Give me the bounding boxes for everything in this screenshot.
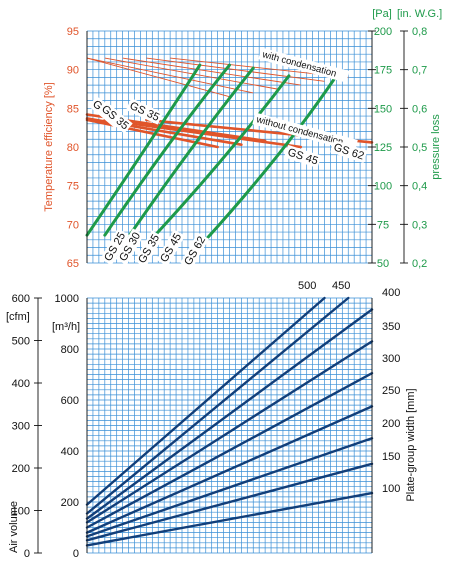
pa-tick: 175: [374, 65, 392, 77]
annotation-with-condensation: with condensation: [260, 49, 337, 80]
pressure-label: GS 62: [182, 234, 208, 267]
series: [85, 57, 374, 547]
efficiency-label-bg: [125, 98, 164, 125]
plate-width-label: Plate-group width [mm]: [405, 388, 417, 501]
condensation-line: [86, 57, 254, 94]
annotation-without-condensation-bg: [252, 112, 358, 152]
pressure-loss-line: [103, 63, 231, 237]
cfm-unit: [cfm]: [6, 311, 30, 323]
m3h-tick: 800: [61, 344, 79, 356]
pressure-loss-line: [85, 63, 202, 237]
inwg-tick: 0,2: [412, 258, 427, 270]
pressure-loss-line: [204, 74, 338, 242]
efficiency-label-bg: [97, 101, 133, 134]
pressure-label-bg: [180, 232, 210, 270]
efficiency-tick: 65: [67, 258, 79, 270]
width-tick: 300: [382, 353, 400, 365]
width-tick: 250: [382, 385, 400, 397]
pa-tick: 200: [374, 26, 392, 38]
width-line: [85, 462, 374, 542]
efficiency-tick: 80: [67, 142, 79, 154]
pa-tick: 50: [377, 258, 389, 270]
inwg-tick: 0,4: [412, 181, 427, 193]
inwg-tick: 0,5: [412, 142, 427, 154]
width-line: [85, 405, 374, 534]
m3h-tick: 0: [73, 548, 79, 560]
condensation-line: [146, 57, 325, 82]
pa-tick: 150: [374, 103, 392, 115]
condensation-line: [122, 57, 301, 86]
inwg-tick: 0,8: [412, 26, 427, 38]
m3h-unit: [m³/h]: [52, 321, 80, 333]
cfm-tick: 0: [24, 548, 30, 560]
width-line: [85, 340, 374, 524]
m3h-tick: 600: [61, 395, 79, 407]
air-volume-label: Air volume: [8, 501, 20, 553]
efficiency-tick: 75: [67, 181, 79, 193]
width-tick: 100: [382, 483, 400, 495]
annotation-with-condensation-bg: [258, 47, 350, 83]
condensation-line: [86, 57, 230, 98]
efficiency-axis-label: Temperature efficiency [%]: [43, 82, 55, 211]
cfm-tick: 500: [12, 336, 30, 348]
width-line: [85, 437, 374, 538]
efficiency-tick: 90: [67, 65, 79, 77]
width-label: 500: [298, 280, 316, 292]
efficiency-label-bg: [284, 144, 322, 169]
efficiency-label-group: GS 45: [284, 144, 322, 169]
width-tick: 400: [382, 287, 400, 299]
axes: 95 90 85 80 75 70 65 200 175 150 125 100 75 50 0,8 0,7 0…: [6, 8, 442, 560]
efficiency-tick: 70: [67, 219, 79, 231]
m3h-tick: 400: [61, 446, 79, 458]
pressure-loss-line: [127, 66, 255, 239]
width-line: [85, 372, 374, 529]
pa-unit: [Pa]: [372, 8, 392, 20]
width-line: [85, 296, 326, 506]
efficiency-label: GS 45: [286, 146, 319, 167]
cfm-tick: 600: [12, 293, 30, 305]
cfm-tick: 300: [12, 421, 30, 433]
cfm-tick: 400: [12, 378, 30, 390]
width-tick: 150: [382, 451, 400, 463]
width-tick: 350: [382, 321, 400, 333]
m3h-tick: 1000: [55, 293, 79, 305]
pressure-label-bg: [100, 228, 130, 266]
inwg-tick: 0,3: [412, 219, 427, 231]
cfm-tick: 100: [12, 506, 30, 518]
condensation-line: [104, 57, 278, 90]
pa-tick: 125: [374, 142, 392, 154]
pa-tick: 75: [377, 219, 389, 231]
inwg-tick: 0,7: [412, 65, 427, 77]
cfm-tick: 200: [12, 463, 30, 475]
pressure-axis-label: pressure loss: [430, 114, 442, 180]
pressure-label-group: GS 62: [180, 232, 210, 270]
efficiency-tick: 85: [67, 103, 79, 115]
pressure-label-bg: [115, 228, 145, 266]
width-label: 450: [332, 280, 350, 292]
width-line: [85, 296, 350, 515]
width-tick: 200: [382, 418, 400, 430]
pressure-label-bg: [156, 229, 186, 267]
pa-tick: 100: [374, 181, 392, 193]
efficiency-tick: 95: [67, 26, 79, 38]
inwg-unit: [in. W.G.]: [397, 8, 442, 20]
inwg-tick: 0,6: [412, 103, 427, 115]
pressure-loss-line: [150, 74, 291, 240]
pressure-label-bg: [134, 230, 164, 268]
m3h-tick: 200: [61, 497, 79, 509]
width-line: [85, 308, 374, 520]
efficiency-label-bg: [330, 139, 368, 164]
width-line: [85, 491, 374, 547]
